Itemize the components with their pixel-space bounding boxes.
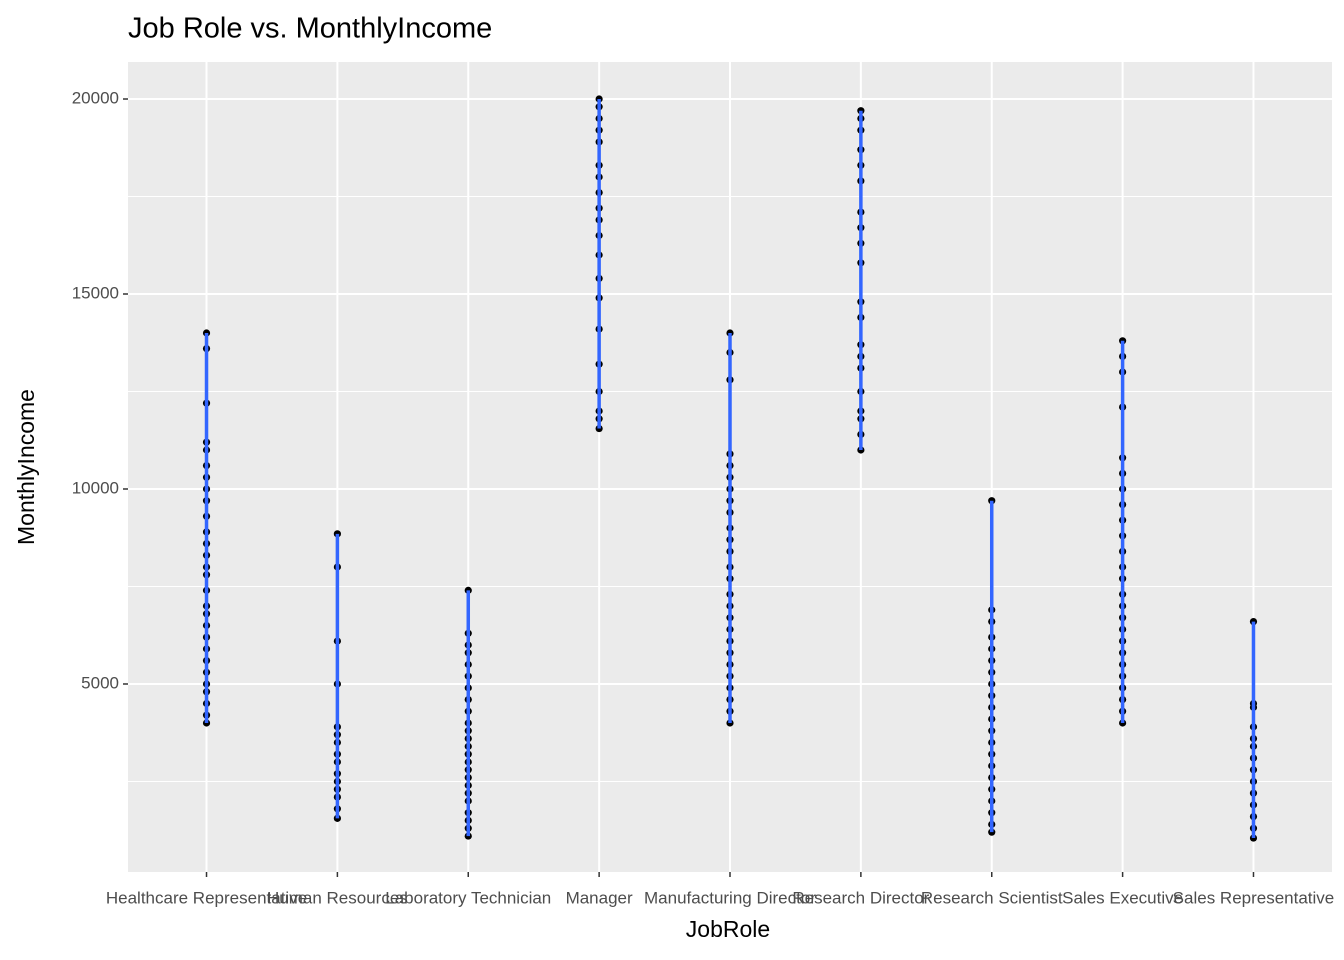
- y-tick-label: 20000: [72, 88, 119, 107]
- x-tick-label: Research Scientist: [921, 888, 1063, 907]
- x-tick-label: Research Director: [792, 888, 929, 907]
- point: [202, 719, 211, 727]
- x-tick-label: Laboratory Technician: [385, 888, 551, 907]
- point: [464, 832, 472, 840]
- x-tick-label: Sales Executive: [1062, 888, 1183, 907]
- point: [1249, 834, 1258, 842]
- chart-title: Job Role vs. MonthlyIncome: [128, 13, 492, 45]
- x-tick-label: Sales Representative: [1173, 888, 1335, 907]
- x-tick-label: Healthcare Representative: [106, 888, 307, 907]
- point: [1119, 719, 1127, 727]
- x-tick-label: Human Resources: [267, 888, 408, 907]
- x-tick-label: Manager: [566, 888, 633, 907]
- x-tick-label: Manufacturing Director: [644, 888, 816, 907]
- point: [726, 719, 734, 727]
- y-tick-label: 15000: [72, 283, 119, 302]
- y-tick-label: 5000: [81, 673, 119, 692]
- y-axis-label: MonthlyIncome: [13, 389, 39, 545]
- x-axis-label: JobRole: [686, 916, 770, 942]
- y-tick-label: 10000: [72, 478, 119, 497]
